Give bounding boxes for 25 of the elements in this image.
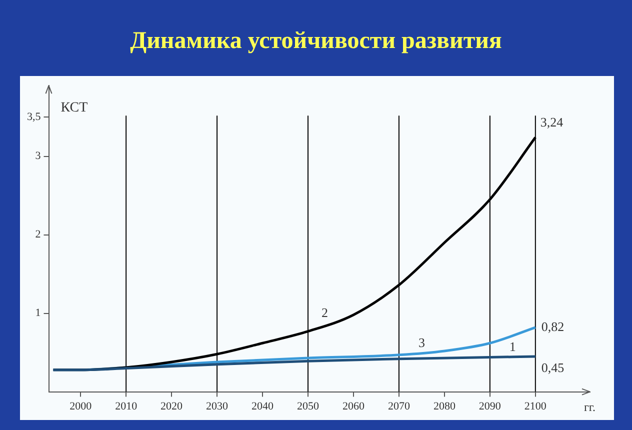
data-label: 0,82 bbox=[541, 318, 564, 334]
x-tick-label: 2050 bbox=[297, 400, 320, 412]
x-tick-label: 2100 bbox=[524, 400, 547, 412]
data-label: 0,45 bbox=[541, 360, 564, 375]
x-tick-label: 2090 bbox=[478, 400, 502, 412]
x-tick-label: 2020 bbox=[160, 400, 184, 412]
line-series bbox=[52, 355, 537, 372]
x-tick-label: 2030 bbox=[206, 400, 229, 412]
x-tick-label: 2040 bbox=[252, 400, 274, 412]
series-label: 1 bbox=[509, 338, 516, 354]
y-tick-label: 3,5 bbox=[27, 110, 42, 123]
x-tick-label: 2080 bbox=[433, 400, 456, 412]
x-tick-label: 2010 bbox=[115, 400, 138, 412]
y-tick-label: 1 bbox=[35, 307, 41, 320]
x-axis-title: гг. bbox=[584, 400, 596, 414]
x-tick-label: 2070 bbox=[388, 400, 410, 412]
data-label: 3,24 bbox=[540, 114, 564, 130]
y-axis-title: КСТ bbox=[60, 100, 88, 116]
series-label: 3 bbox=[418, 334, 425, 350]
y-tick-label: 3 bbox=[35, 150, 42, 162]
chart-title: Динамика устойчивости развития bbox=[129, 28, 503, 55]
series-label: 2 bbox=[321, 305, 328, 320]
x-tick-label: 2060 bbox=[342, 400, 365, 412]
x-tick-label: 2000 bbox=[70, 400, 92, 412]
y-tick-label: 2 bbox=[35, 228, 41, 241]
